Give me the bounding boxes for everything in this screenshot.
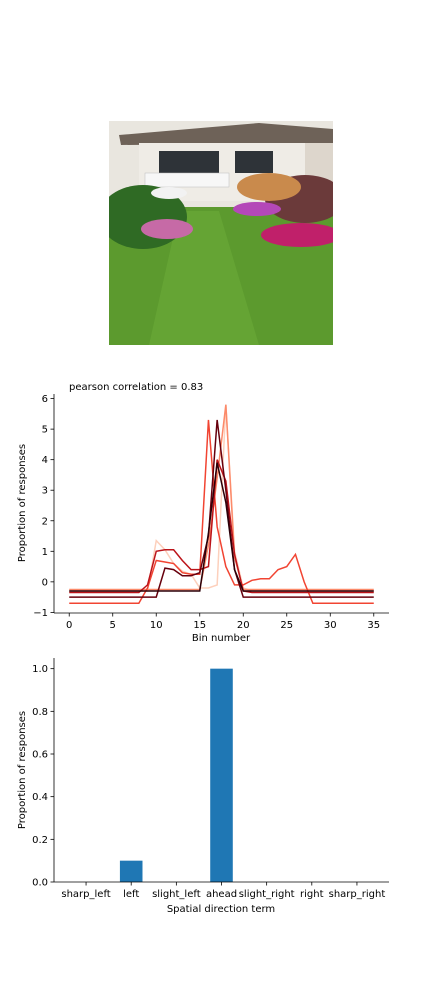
y-tick-label: 0.2 bbox=[32, 835, 48, 846]
photo-window-left bbox=[159, 151, 219, 173]
photo-porch-railing bbox=[144, 172, 230, 188]
line-series-3 bbox=[69, 419, 374, 604]
line-series-6 bbox=[69, 462, 374, 592]
y-tick-label: 1.0 bbox=[32, 664, 48, 675]
y-tick-label: 0.8 bbox=[32, 707, 48, 718]
photo-window-right bbox=[235, 151, 273, 173]
y-tick-label: 3 bbox=[42, 486, 48, 497]
y-tick-label: 0.6 bbox=[32, 750, 48, 761]
y-tick-label: 0 bbox=[42, 577, 48, 588]
y-tick-label: −1 bbox=[33, 608, 48, 619]
line-chart: pearson correlation = 0.83 0 5 10 15 20 25 30 3… bbox=[17, 382, 389, 644]
photo-roof bbox=[119, 123, 333, 145]
x-tick-label: sharp_right bbox=[329, 889, 386, 900]
scene-photo bbox=[109, 121, 333, 345]
y-tick-label: 4 bbox=[42, 455, 48, 466]
x-tick-label: 30 bbox=[324, 620, 337, 631]
x-tick-label: 20 bbox=[237, 620, 250, 631]
y-axis-label: Proportion of responses bbox=[17, 444, 28, 562]
x-tick-label: left bbox=[123, 889, 139, 900]
x-axis-label: Bin number bbox=[192, 633, 251, 644]
x-tick-label: ahead bbox=[206, 889, 237, 900]
photo-white-flowers bbox=[151, 187, 187, 199]
x-tick-label: 10 bbox=[150, 620, 163, 631]
x-tick-label: 5 bbox=[110, 620, 116, 631]
x-tick-label: slight_left bbox=[152, 889, 201, 900]
line-series-1 bbox=[69, 404, 374, 592]
y-tick-label: 1 bbox=[42, 547, 48, 558]
y-tick-label: 2 bbox=[42, 516, 48, 527]
photo-flowers-center bbox=[233, 202, 281, 216]
photo-garage bbox=[305, 143, 333, 181]
photo-flowers-left bbox=[141, 219, 193, 239]
x-axis-label: Spatial direction term bbox=[167, 904, 275, 915]
x-tick-label: 0 bbox=[66, 620, 72, 631]
y-axis-label: Proportion of responses bbox=[17, 711, 28, 829]
x-tick-label: slight_right bbox=[239, 889, 295, 900]
line-series-group bbox=[69, 404, 374, 604]
line-series-2 bbox=[69, 404, 374, 591]
x-tick-label: 15 bbox=[193, 620, 206, 631]
chart-annotation: pearson correlation = 0.83 bbox=[69, 382, 203, 393]
y-tick-label: 6 bbox=[42, 394, 48, 405]
bar-group bbox=[119, 668, 233, 882]
y-tick-label: 0.4 bbox=[32, 792, 48, 803]
y-tick-label: 5 bbox=[42, 425, 48, 436]
line-series-5 bbox=[69, 419, 374, 598]
y-tick-label: 0.0 bbox=[32, 878, 48, 889]
x-tick-label: 35 bbox=[367, 620, 380, 631]
x-tick-label: sharp_left bbox=[61, 889, 110, 900]
bar-left bbox=[119, 860, 143, 882]
bar-ahead bbox=[210, 668, 233, 882]
photo-lawn-stripe bbox=[149, 211, 259, 345]
photo-flowers-right bbox=[261, 223, 333, 247]
x-tick-label: right bbox=[300, 889, 324, 900]
bar-chart: sharp_left left slight_left ahead slight_rig… bbox=[17, 658, 389, 915]
x-tick-label: 25 bbox=[280, 620, 293, 631]
photo-grass-plumes bbox=[237, 173, 301, 201]
line-series-4 bbox=[69, 459, 374, 594]
